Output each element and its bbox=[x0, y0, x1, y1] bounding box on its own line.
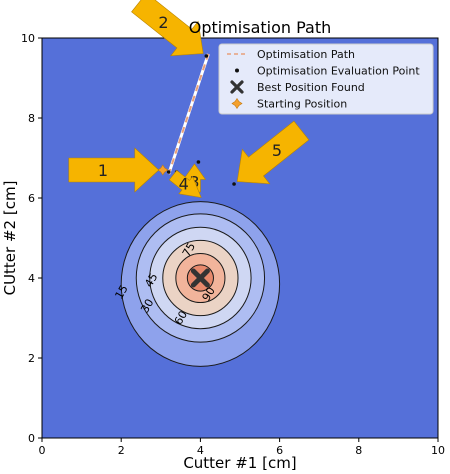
contour-label: 30 bbox=[138, 297, 156, 316]
evaluation-point bbox=[204, 54, 209, 58]
x-tick-label: 10 bbox=[431, 444, 445, 457]
evaluation-point bbox=[196, 160, 201, 164]
callout-arrow-2 bbox=[131, 0, 204, 57]
evaluation-point bbox=[166, 170, 171, 174]
best-position-marker bbox=[190, 268, 210, 288]
x-tick-label: 8 bbox=[355, 444, 362, 457]
x-tick-label: 2 bbox=[118, 444, 125, 457]
legend: Optimisation Path Optimisation Evaluation… bbox=[218, 43, 434, 115]
callout-label-1: 1 bbox=[98, 161, 108, 180]
x-tick-label: 0 bbox=[39, 444, 46, 457]
contour-label: 60 bbox=[172, 309, 190, 328]
legend-best-swatch bbox=[230, 80, 244, 94]
optimisation-path-layer bbox=[157, 53, 236, 288]
starting-position-marker bbox=[157, 164, 169, 176]
callout-label-4: 4 bbox=[179, 175, 189, 194]
legend-start-swatch bbox=[231, 97, 243, 110]
chart-title: Optimisation Path bbox=[189, 18, 332, 37]
y-tick-label: 0 bbox=[28, 432, 35, 445]
callout-arrow-5 bbox=[236, 120, 310, 185]
evaluation-point bbox=[232, 182, 236, 186]
y-axis-label: CUtter #2 [cm] bbox=[1, 181, 19, 296]
y-tick-label: 6 bbox=[28, 192, 35, 205]
legend-entry: Optimisation Evaluation Point bbox=[257, 65, 420, 78]
contour-label: 75 bbox=[180, 240, 198, 259]
x-tick-label: 6 bbox=[276, 444, 283, 457]
plot-frame bbox=[41, 37, 439, 439]
y-tick-label: 2 bbox=[28, 352, 35, 365]
contour-label: 15 bbox=[113, 283, 131, 302]
legend-entry: Starting Position bbox=[257, 98, 347, 111]
axes: 0 2 4 6 8 10 0 2 4 6 8 10 bbox=[21, 32, 445, 457]
callouts: 12345 bbox=[68, 0, 310, 198]
callout-label-2: 2 bbox=[158, 13, 168, 32]
y-tick-label: 10 bbox=[21, 32, 35, 45]
y-tick-label: 4 bbox=[28, 272, 35, 285]
callout-arrow-1 bbox=[68, 147, 160, 193]
x-axis-label: Cutter #1 [cm] bbox=[183, 454, 296, 472]
callout-arrow-4 bbox=[168, 169, 202, 198]
legend-box bbox=[218, 43, 434, 115]
legend-entry: Optimisation Path bbox=[257, 48, 355, 61]
legend-point-swatch bbox=[235, 68, 239, 73]
y-tick-label: 8 bbox=[28, 112, 35, 125]
x-tick-label: 4 bbox=[197, 444, 204, 457]
path-halo bbox=[167, 53, 210, 175]
legend-entry: Best Position Found bbox=[257, 81, 365, 94]
contour-label: 45 bbox=[142, 271, 160, 290]
contour-label: 90 bbox=[200, 285, 218, 304]
callout-label-5: 5 bbox=[272, 141, 282, 160]
